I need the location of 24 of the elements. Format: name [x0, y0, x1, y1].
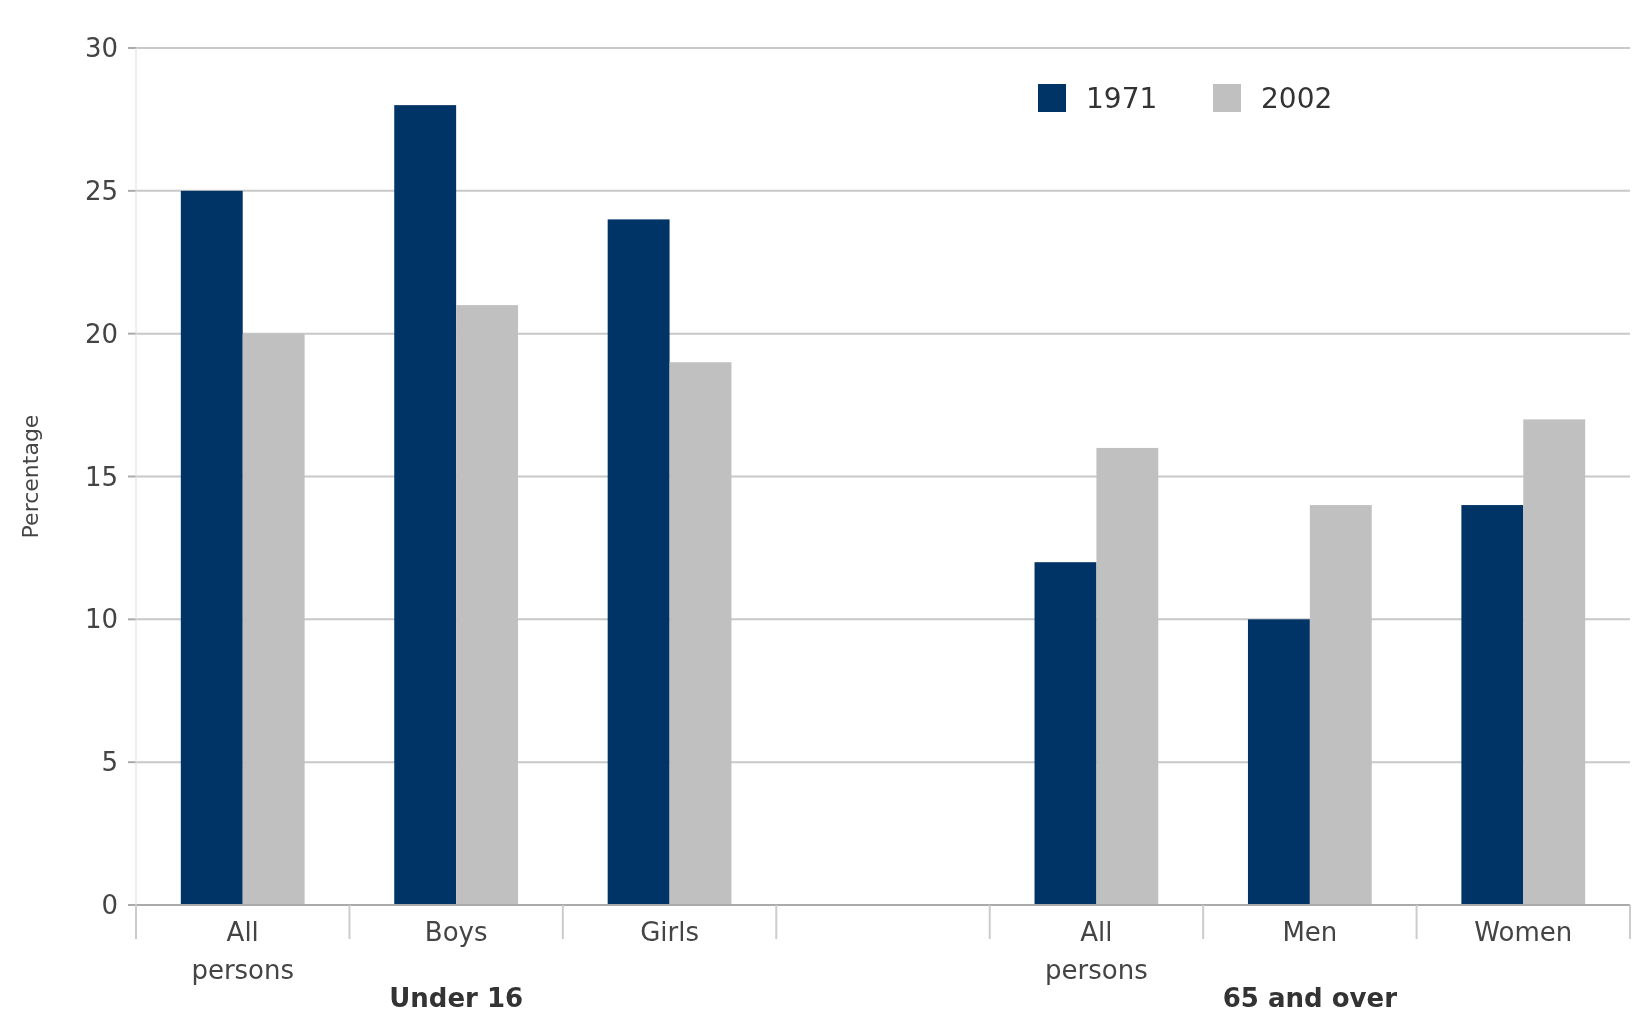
y-tick-label: 30	[84, 33, 118, 64]
x-tick-label: Women	[1474, 917, 1573, 947]
bar	[394, 105, 457, 905]
text: Under 16	[389, 983, 524, 1013]
bar	[180, 190, 243, 905]
y-tick-label: 5	[101, 747, 118, 778]
y-tick-label: 15	[84, 461, 118, 492]
bar	[607, 219, 670, 905]
y-tick-label: 0	[101, 890, 118, 921]
x-tick-label: All persons	[191, 917, 295, 985]
text: 65 and over	[1222, 983, 1398, 1013]
bar	[1034, 562, 1097, 905]
x-tick-label: Boys	[424, 917, 488, 947]
x-tick-label: All persons	[1045, 917, 1148, 985]
x-tick-label: Men	[1282, 917, 1338, 947]
legend-label: 2002	[1261, 81, 1333, 115]
y-tick-label: 25	[84, 175, 118, 206]
x-tick-label: Girls	[640, 917, 699, 947]
y-tick-label: 10	[84, 604, 118, 635]
y-axis-title: Percentage	[18, 414, 43, 539]
y-tick-label: 20	[84, 318, 118, 349]
bar	[1247, 619, 1310, 905]
legend-label: 1971	[1086, 81, 1158, 115]
bar	[1461, 505, 1524, 905]
